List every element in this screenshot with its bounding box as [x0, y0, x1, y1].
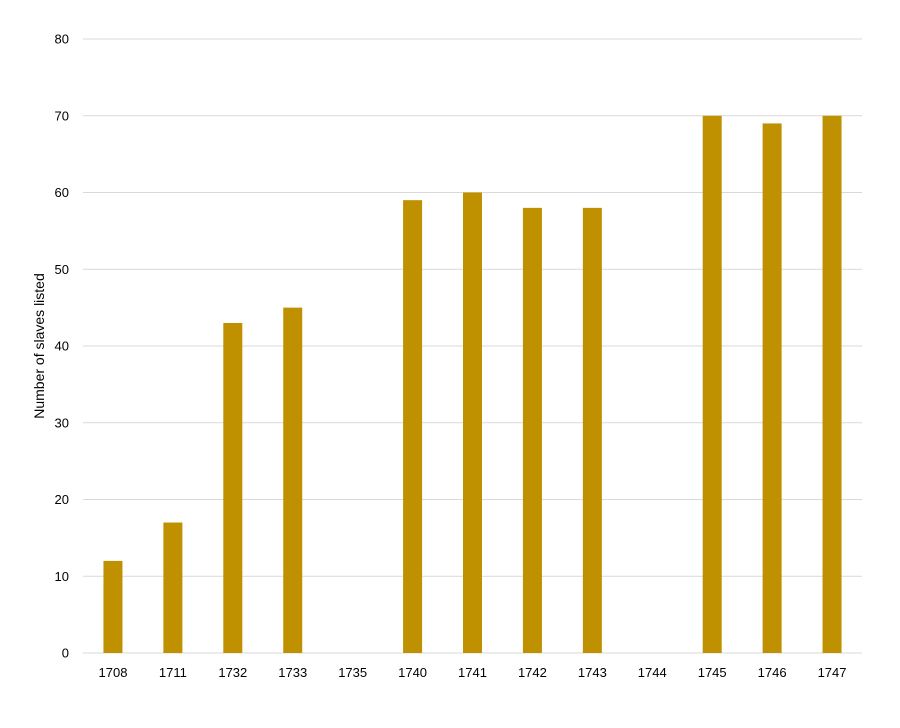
- y-tick-label: 70: [55, 108, 69, 123]
- bar-1745: [702, 115, 722, 653]
- bar-1732: [223, 322, 243, 653]
- bar-1742: [522, 207, 542, 653]
- y-tick-label: 20: [55, 492, 69, 507]
- x-tick-label: 1742: [518, 665, 547, 680]
- x-tick-label: 1744: [638, 665, 667, 680]
- y-tick-label: 60: [55, 185, 69, 200]
- x-tick-label: 1711: [159, 665, 187, 680]
- y-tick-label: 30: [55, 415, 69, 430]
- x-axis-ticks: 1708 1711 1732 1733 1735 1740 1741 1742 1743 1744…: [99, 665, 847, 680]
- bar-1711: [163, 522, 183, 653]
- y-tick-label: 10: [55, 569, 69, 584]
- x-tick-label: 1743: [578, 665, 607, 680]
- x-tick-label: 1745: [698, 665, 727, 680]
- y-axis-ticks: 0 10 20 30 40 50 60 70 80: [55, 32, 69, 661]
- bars: [103, 115, 842, 654]
- y-tick-label: 0: [62, 646, 69, 661]
- bar-1743: [582, 207, 602, 653]
- bar-1747: [822, 115, 842, 653]
- y-tick-label: 40: [55, 339, 69, 354]
- x-tick-label: 1732: [218, 665, 247, 680]
- x-tick-label: 1746: [758, 665, 787, 680]
- y-axis-title: Number of slaves listed: [31, 273, 47, 419]
- bar-1733: [283, 307, 303, 653]
- bar-1740: [403, 200, 423, 654]
- y-tick-label: 80: [55, 32, 69, 47]
- x-tick-label: 1740: [398, 665, 427, 680]
- y-tick-label: 50: [55, 262, 69, 277]
- x-tick-label: 1741: [458, 665, 487, 680]
- bar-1746: [762, 123, 782, 654]
- bar-1708: [103, 560, 123, 653]
- x-tick-label: 1733: [278, 665, 307, 680]
- x-tick-label: 1747: [818, 665, 847, 680]
- bar-1741: [463, 192, 482, 653]
- x-tick-label: 1735: [338, 665, 367, 680]
- x-tick-label: 1708: [99, 665, 128, 680]
